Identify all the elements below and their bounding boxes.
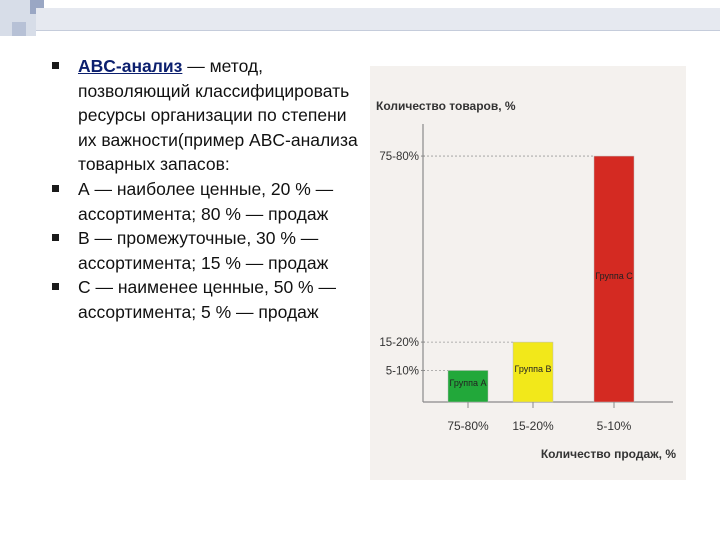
bullet-item: С — наименее ценные, 50 % — ассортимента… — [48, 275, 358, 324]
y-axis-title: Количество товаров, % — [376, 99, 516, 113]
x-axis-title: Количество продаж, % — [541, 447, 676, 461]
bullet-list: ABC-анализ — метод, позволяющий классифи… — [48, 54, 358, 325]
bullet-square-icon — [52, 184, 59, 192]
bullet-square-icon — [52, 62, 59, 69]
abc-bar-chart: Количество товаров, % 75-80% Группа А 15-20… — [370, 66, 686, 480]
y-tick-label: 5-10% — [386, 365, 419, 377]
bar-group-b — [512, 341, 554, 403]
chart-background — [370, 66, 686, 480]
bullet-text: — метод, позволяющий классифицировать ре… — [78, 56, 358, 175]
bullet-item: А — наиболее ценные, 20 % — ассортимента… — [48, 177, 358, 226]
bullet-square-icon — [52, 283, 59, 291]
bullet-square-icon — [52, 234, 59, 242]
bullet-item: В — промежуточные, 30 % — ассортимента; … — [48, 226, 358, 275]
bullet-text: С — наименее ценные, 50 % — ассортимента… — [78, 277, 336, 322]
y-tick-label: 15-20% — [379, 337, 419, 349]
bar-label: Группа В — [514, 364, 551, 374]
bullet-text: В — промежуточные, 30 % — ассортимента; … — [78, 228, 329, 273]
x-tick-label: 5-10% — [597, 419, 632, 433]
bar-label: Группа С — [595, 271, 633, 281]
x-tick-label: 75-80% — [447, 419, 489, 433]
bar-group-a — [447, 370, 489, 403]
bar-label: Группа А — [449, 378, 486, 388]
y-tick-label: 75-80% — [379, 151, 419, 163]
term-link[interactable]: ABC-анализ — [78, 56, 183, 76]
bullet-text: А — наиболее ценные, 20 % — ассортимента… — [78, 178, 334, 224]
bar-group-c — [593, 155, 635, 403]
header-decoration — [0, 0, 720, 36]
bullet-item: ABC-анализ — метод, позволяющий классифи… — [48, 54, 358, 177]
x-tick-label: 15-20% — [512, 419, 554, 433]
